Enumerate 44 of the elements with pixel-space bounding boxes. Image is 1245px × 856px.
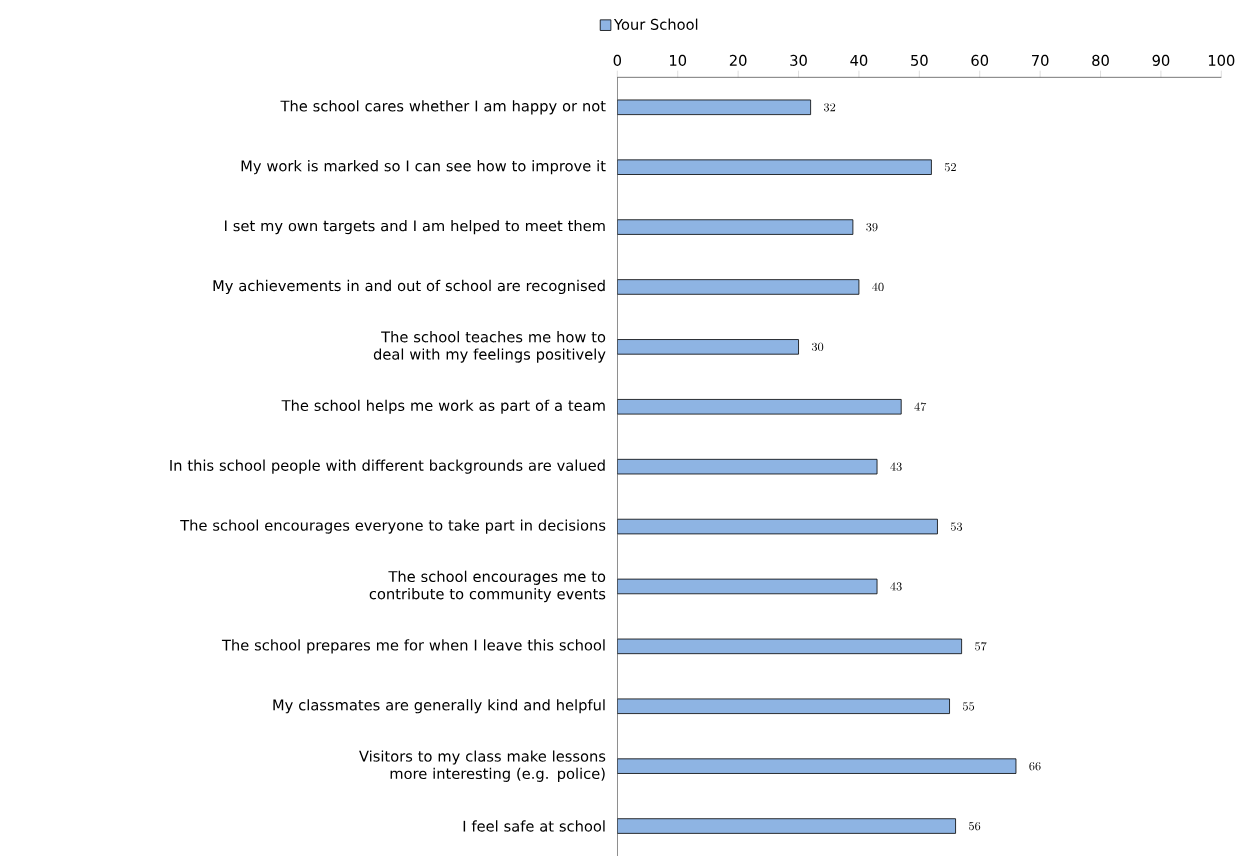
data-label: 30 [811, 342, 824, 352]
y-tick-label: In this school people with different backgrounds are valued [170, 459, 605, 474]
x-tick-label: 30 [790, 54, 807, 66]
y-tick-label: The school teaches me how to deal with my feelings positively [373, 331, 606, 363]
x-tick-label: 70 [1032, 54, 1049, 66]
data-label: 52 [944, 163, 956, 172]
x-tick-label: 20 [729, 54, 747, 66]
y-tick-label: The school prepares me for when I leave this school [221, 639, 605, 654]
bar [617, 818, 956, 834]
x-tick-label: 60 [971, 54, 989, 66]
y-tick-label: I feel safe at school [463, 820, 605, 832]
x-tick-label: 10 [670, 54, 687, 66]
y-tick-label: The school cares whether I am happy or not [280, 100, 606, 115]
data-label: 57 [975, 642, 987, 651]
bar [617, 219, 854, 235]
x-tick-label: 90 [1152, 54, 1170, 66]
x-tick-label: 0 [613, 54, 622, 66]
data-label: 66 [1029, 762, 1041, 771]
y-tick-label: I set my own targets and I am helped to meet them [225, 219, 605, 235]
data-label: 55 [962, 702, 975, 711]
data-label: 32 [823, 103, 836, 112]
bar [617, 159, 932, 175]
data-label: 39 [866, 222, 878, 232]
data-label: 43 [890, 462, 902, 471]
y-tick-label: The school helps me work as part of a team [281, 399, 605, 414]
y-tick-label: My classmates are generally kind and helpful [273, 699, 605, 714]
bar [617, 279, 860, 295]
data-label: 40 [872, 282, 884, 292]
x-tick-label: 100 [1208, 54, 1235, 66]
bar [617, 758, 1017, 774]
data-label: 47 [914, 402, 927, 411]
x-tick-label: 50 [911, 54, 928, 66]
legend-label: Your School [613, 18, 698, 30]
y-tick-label: The school encourages everyone to take part in decisions [180, 519, 606, 534]
bar [617, 339, 799, 355]
data-label: 53 [950, 522, 963, 531]
x-tick-label: 80 [1092, 54, 1109, 66]
y-tick-label: My work is marked so I can see how to improve it [241, 160, 606, 175]
y-tick-label: Visitors to my class make lessons more interesting (e.g. police) [359, 750, 606, 782]
y-tick-label: My achievements in and out of school are recognised [213, 279, 605, 295]
data-label: 43 [890, 582, 902, 591]
data-label: 56 [969, 821, 981, 831]
y-tick-label: The school encourages me to contribute to community events [369, 570, 606, 603]
x-tick-label: 40 [850, 54, 868, 66]
